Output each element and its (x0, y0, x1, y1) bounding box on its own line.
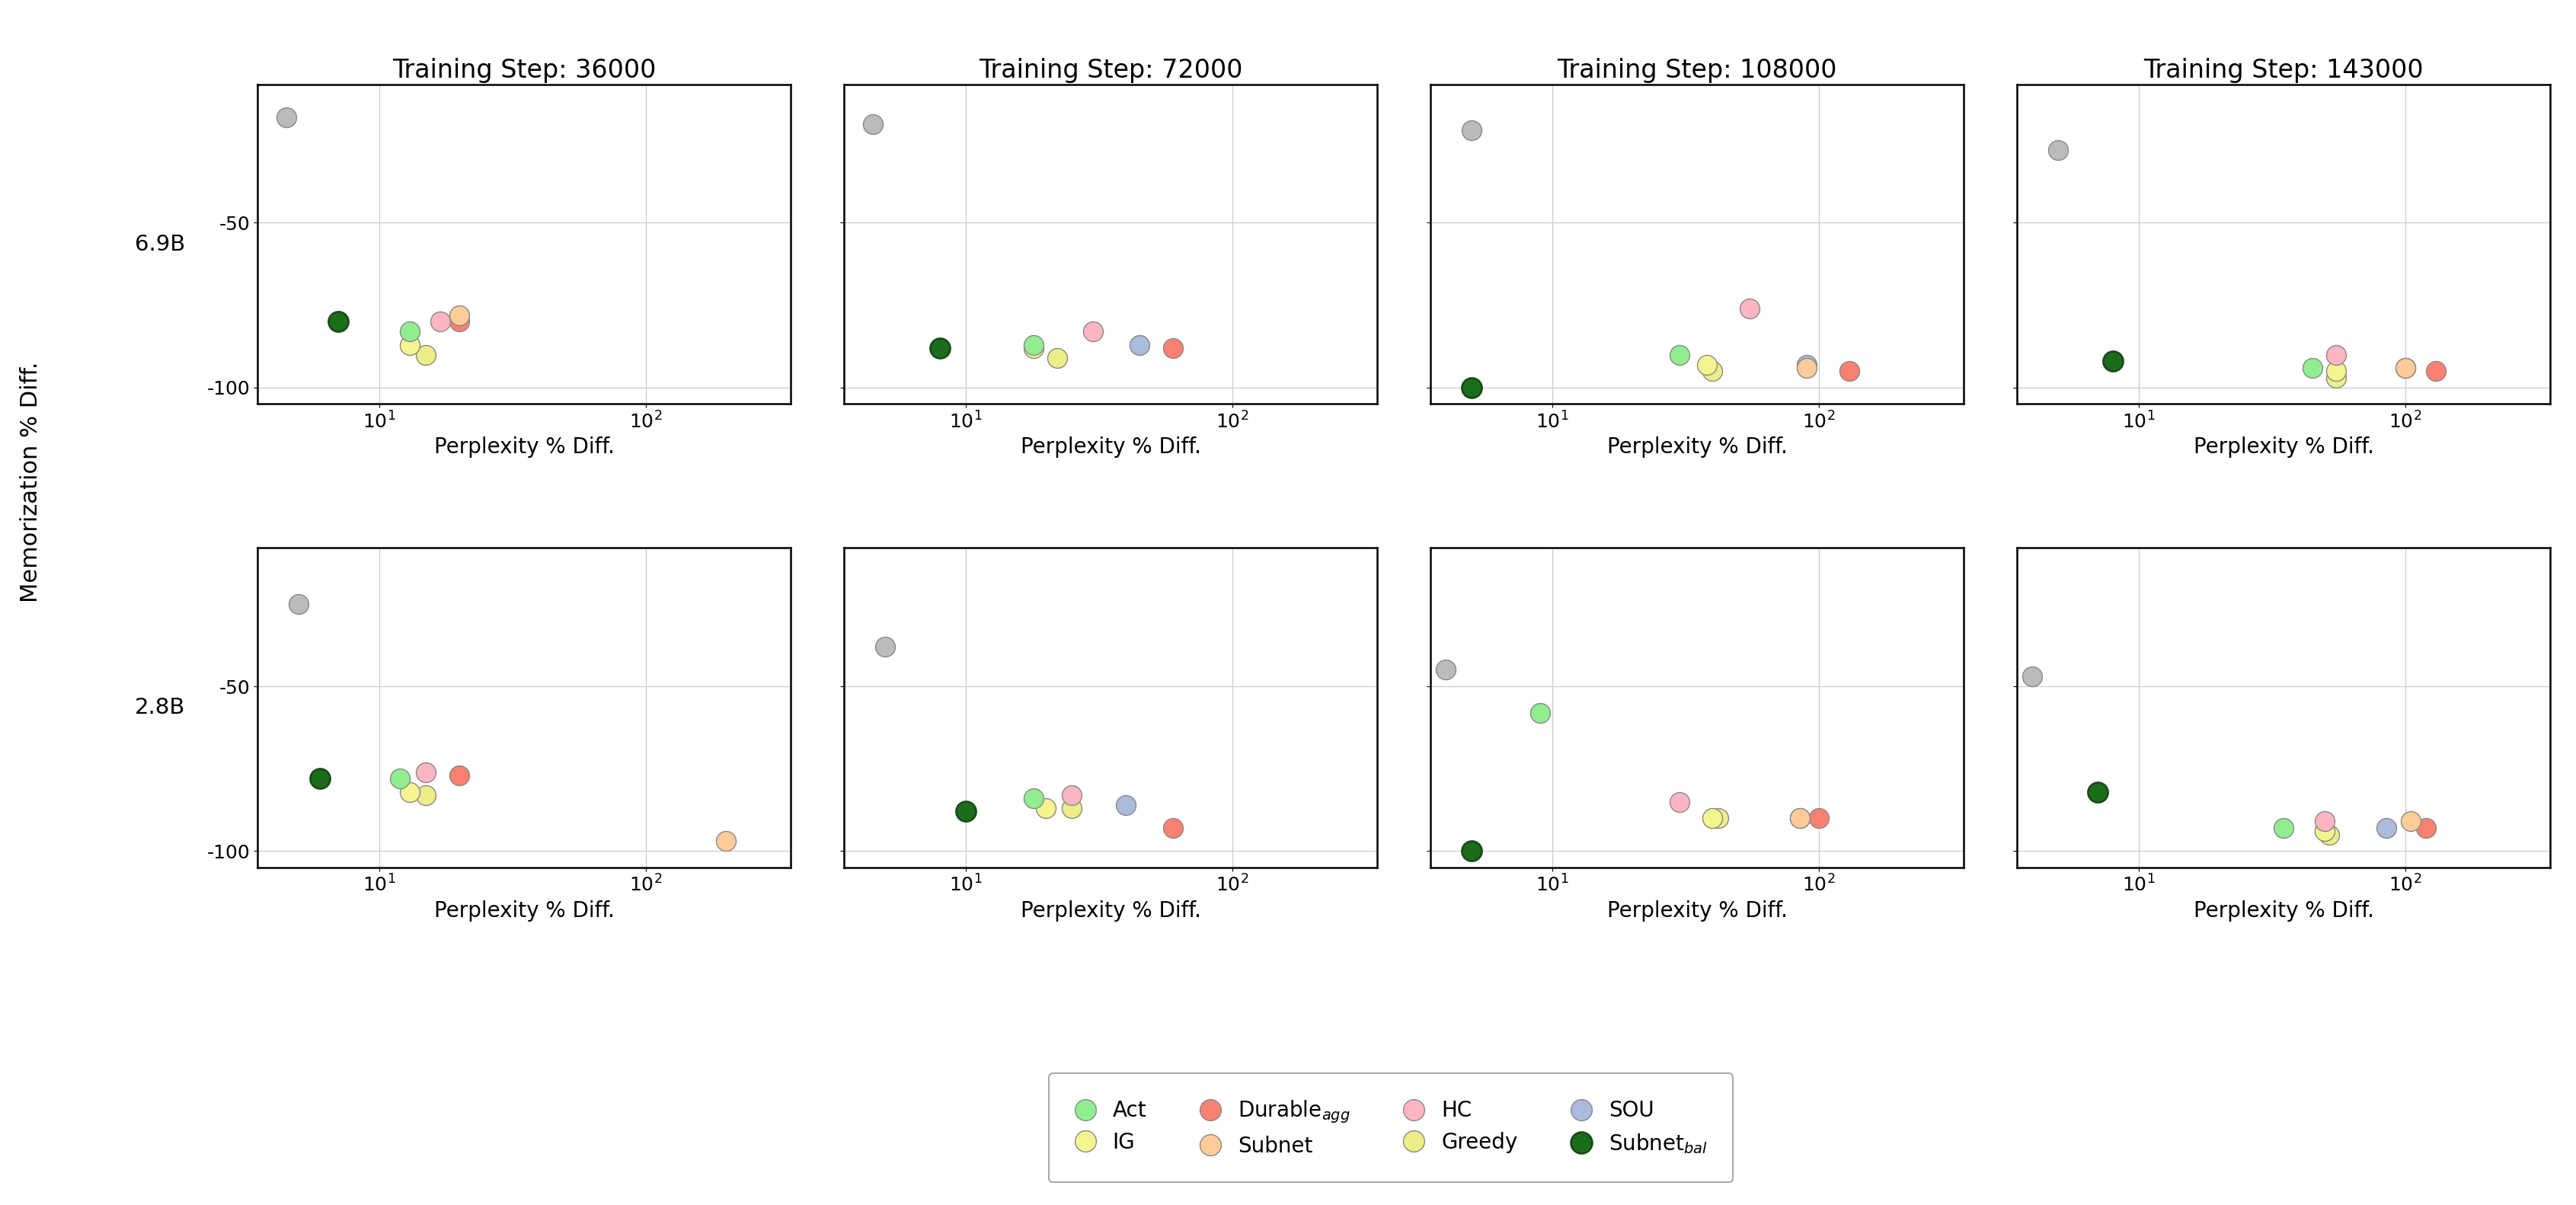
Point (1012, 335, 1054, 354)
Point (2306, 822, 2347, 841)
Point (1450, 121, 1492, 140)
X-axis label: Perplexity % Diff.: Perplexity % Diff. (1020, 436, 1200, 458)
X-axis label: Perplexity % Diff.: Perplexity % Diff. (1607, 436, 1788, 458)
Point (1025, 799, 1066, 818)
Title: Training Step: 143000: Training Step: 143000 (2143, 58, 2424, 83)
Point (1692, 809, 1734, 828)
Point (1780, 809, 1821, 828)
Text: 6.9B: 6.9B (134, 234, 185, 255)
X-axis label: Perplexity % Diff.: Perplexity % Diff. (2192, 900, 2375, 922)
Point (2038, 141, 2079, 160)
Point (945, 803, 987, 822)
Point (2293, 358, 2334, 377)
Point (2316, 345, 2357, 364)
X-axis label: Perplexity % Diff.: Perplexity % Diff. (2192, 436, 2375, 458)
Point (420, 312, 461, 331)
Point (299, 769, 340, 788)
Point (389, 782, 430, 801)
Title: Training Step: 72000: Training Step: 72000 (979, 58, 1242, 83)
Point (1151, 339, 1193, 358)
Point (404, 763, 446, 782)
Point (1659, 345, 1700, 364)
Point (706, 831, 747, 851)
Point (853, 114, 894, 134)
Point (2365, 818, 2406, 837)
Point (1785, 358, 1826, 377)
Point (2316, 368, 2357, 387)
Point (389, 322, 430, 341)
Point (1012, 789, 1054, 809)
X-axis label: Perplexity % Diff.: Perplexity % Diff. (433, 900, 616, 922)
Point (1036, 348, 1077, 368)
Point (1450, 841, 1492, 860)
Point (1829, 362, 1870, 381)
Point (2414, 362, 2455, 381)
Point (866, 637, 907, 657)
Point (1450, 378, 1492, 398)
Legend: Act, IG, Durable$_{agg}$, Subnet, HC, Greedy, SOU, Subnet$_{bal}$: Act, IG, Durable$_{agg}$, Subnet, HC, Gr… (1048, 1074, 1734, 1182)
Point (317, 312, 358, 331)
Point (1012, 339, 1054, 358)
Point (1051, 786, 1092, 805)
Point (1072, 322, 1113, 341)
Point (1798, 809, 1839, 828)
Point (389, 335, 430, 354)
X-axis label: Perplexity % Diff.: Perplexity % Diff. (1020, 900, 1200, 922)
Point (1728, 299, 1770, 318)
Point (265, 107, 307, 127)
Point (438, 312, 479, 331)
Point (404, 786, 446, 805)
Point (1687, 354, 1728, 374)
Point (1785, 354, 1826, 374)
Point (1118, 335, 1159, 354)
Point (404, 345, 446, 364)
Point (1659, 792, 1700, 811)
Title: Training Step: 108000: Training Step: 108000 (1558, 58, 1837, 83)
Point (2092, 352, 2133, 371)
Point (1692, 362, 1734, 381)
Point (1051, 799, 1092, 818)
Point (2391, 812, 2432, 831)
Point (2385, 358, 2427, 377)
Point (438, 765, 479, 784)
Point (1425, 660, 1466, 680)
Point (2406, 818, 2447, 837)
Point (1520, 703, 1561, 722)
Point (1151, 818, 1193, 837)
Point (1105, 795, 1146, 815)
X-axis label: Perplexity % Diff.: Perplexity % Diff. (433, 436, 616, 458)
Text: 2.8B: 2.8B (134, 696, 185, 718)
Point (2076, 782, 2117, 801)
Point (920, 339, 961, 358)
Point (2012, 666, 2053, 686)
Point (1698, 809, 1739, 828)
Title: Training Step: 36000: Training Step: 36000 (392, 58, 657, 83)
X-axis label: Perplexity % Diff.: Perplexity % Diff. (1607, 900, 1788, 922)
Point (1780, 809, 1821, 828)
Point (2306, 812, 2347, 831)
Point (2316, 362, 2357, 381)
Point (278, 594, 319, 613)
Point (438, 305, 479, 324)
Point (2264, 818, 2306, 837)
Point (379, 769, 420, 788)
Point (2385, 358, 2427, 377)
Point (2308, 825, 2349, 845)
Text: Memorization % Diff.: Memorization % Diff. (21, 362, 41, 602)
